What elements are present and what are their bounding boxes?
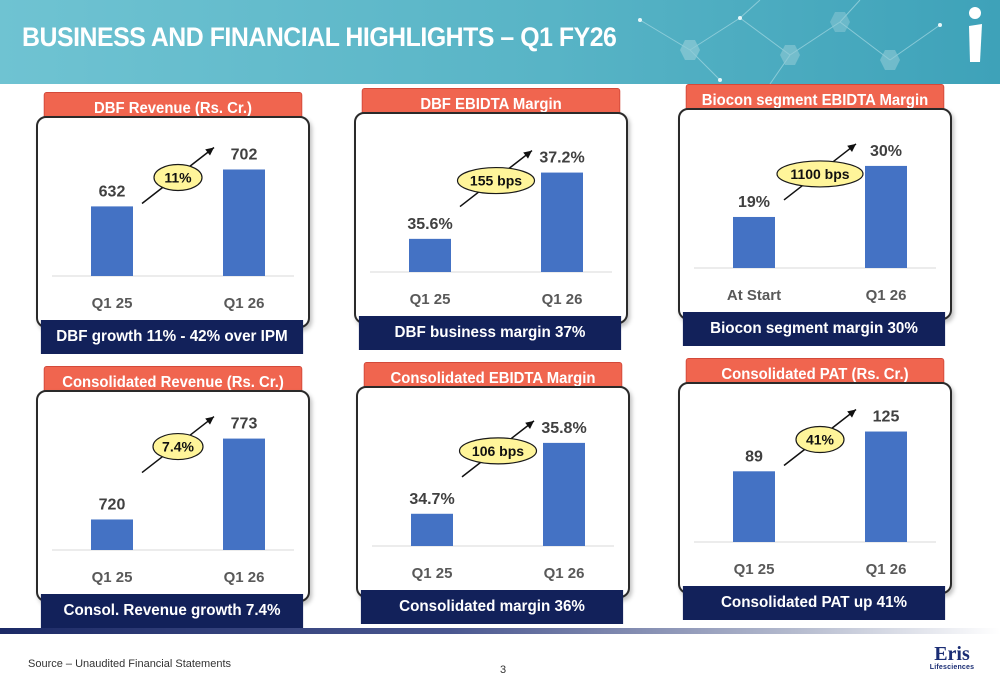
growth-bubble — [776, 160, 864, 188]
panel-summary: Consol. Revenue growth 7.4% — [40, 594, 304, 628]
chart-frame: 632 Q1 25 702 Q1 26 11% — [36, 116, 310, 328]
bar-2 — [865, 165, 907, 268]
panel-dbf-revenue: DBF Revenue (Rs. Cr.) 632 Q1 25 702 Q1 26 11… — [34, 92, 312, 356]
category-label: Q1 25 — [412, 565, 453, 582]
source-note: Source – Unaudited Financial Statements — [28, 658, 232, 670]
category-label: Q1 26 — [544, 565, 585, 582]
panel-consolidated-pat: Consolidated PAT (Rs. Cr.) 89 Q1 25 125 Q1 … — [676, 358, 954, 622]
data-label: 35.8% — [541, 420, 586, 437]
data-label: 89 — [745, 448, 763, 465]
page-title: BUSINESS AND FINANCIAL HIGHLIGHTS – Q1 F… — [22, 22, 617, 52]
bar-1 — [411, 513, 453, 546]
chart-frame: 720 Q1 25 773 Q1 26 7.4% — [36, 390, 310, 602]
bar-1 — [91, 206, 133, 276]
arrow-head-icon — [523, 150, 532, 159]
category-label: Q1 25 — [92, 295, 133, 312]
panel-summary: DBF business margin 37% — [358, 316, 622, 350]
data-label: 773 — [231, 416, 258, 433]
data-label: 30% — [870, 143, 902, 160]
panel-summary: Consolidated margin 36% — [360, 590, 624, 624]
category-label: Q1 26 — [224, 569, 265, 586]
category-label: Q1 25 — [410, 291, 451, 308]
bar-2 — [543, 442, 585, 546]
data-label: 125 — [873, 409, 900, 426]
panel-consolidated-revenue: Consolidated Revenue (Rs. Cr.) 720 Q1 25 7… — [34, 366, 312, 630]
data-label: 37.2% — [539, 150, 584, 167]
brand-name: Eris — [934, 643, 970, 665]
growth-bubble — [456, 166, 536, 195]
bar-1 — [91, 519, 133, 550]
panel-dbf-ebidta-margin: DBF EBIDTA Margin 35.6% Q1 25 37.2% Q1 26 15… — [352, 88, 630, 352]
data-label: 720 — [99, 496, 126, 513]
category-label: Q1 26 — [542, 291, 583, 308]
category-label: At Start — [727, 287, 781, 304]
category-label: Q1 26 — [866, 287, 907, 304]
arrow-head-icon — [205, 147, 214, 156]
data-label: 34.7% — [409, 491, 454, 508]
page-number: 3 — [500, 664, 507, 676]
arrow-head-icon — [847, 143, 856, 152]
bar-chart: 35.6% Q1 25 37.2% Q1 26 155 bps — [370, 150, 612, 308]
header-banner: BUSINESS AND FINANCIAL HIGHLIGHTS – Q1 F… — [0, 0, 1000, 84]
data-label: 632 — [99, 183, 126, 200]
growth-bubble-label: 41% — [806, 432, 835, 448]
bar-1 — [409, 238, 451, 272]
growth-bubble-label: 11% — [164, 169, 192, 185]
growth-bubble — [152, 432, 204, 461]
category-label: Q1 26 — [224, 295, 265, 312]
bar-chart: 19% At Start 30% Q1 26 1100 bps — [694, 143, 936, 304]
panel-biocon-ebidta-margin: Biocon segment EBIDTA Margin 19% At Start… — [676, 84, 954, 348]
arrow-head-icon — [847, 409, 856, 418]
bar-chart: 632 Q1 25 702 Q1 26 11% — [52, 146, 294, 312]
bar-2 — [865, 431, 907, 542]
growth-bubble — [458, 437, 538, 465]
growth-bubble-label: 155 bps — [470, 173, 522, 189]
chart-frame: 34.7% Q1 25 35.8% Q1 26 106 bps — [356, 386, 630, 598]
data-label: 19% — [738, 194, 770, 211]
bar-chart: 720 Q1 25 773 Q1 26 7.4% — [52, 416, 294, 586]
footer-divider — [0, 628, 1000, 634]
growth-bubble — [153, 163, 203, 192]
bar-1 — [733, 471, 775, 542]
bar-1 — [733, 216, 775, 268]
growth-bubble-label: 7.4% — [162, 439, 194, 455]
chart-frame: 35.6% Q1 25 37.2% Q1 26 155 bps — [354, 112, 628, 324]
chart-frame: 19% At Start 30% Q1 26 1100 bps — [678, 108, 952, 320]
bar-2 — [223, 169, 265, 276]
growth-bubble-label: 106 bps — [472, 443, 524, 459]
data-label: 702 — [231, 146, 258, 163]
panel-summary: Biocon segment margin 30% — [682, 312, 946, 346]
arrow-head-icon — [525, 420, 534, 429]
brand-logo: Eris Lifesciences — [924, 644, 980, 671]
bar-chart: 89 Q1 25 125 Q1 26 41% — [694, 409, 936, 578]
bar-chart: 34.7% Q1 25 35.8% Q1 26 106 bps — [372, 420, 614, 582]
category-label: Q1 25 — [734, 561, 775, 578]
network-pattern-decoration — [638, 0, 942, 84]
arrow-head-icon — [205, 416, 214, 425]
category-label: Q1 25 — [92, 569, 133, 586]
panel-summary: Consolidated PAT up 41% — [682, 586, 946, 620]
data-label: 35.6% — [407, 216, 452, 233]
panel-consolidated-ebidta-margin: Consolidated EBIDTA Margin 34.7% Q1 25 35.… — [354, 362, 632, 626]
category-label: Q1 26 — [866, 561, 907, 578]
eris-logo-icon — [969, 7, 982, 62]
chart-frame: 89 Q1 25 125 Q1 26 41% — [678, 382, 952, 594]
growth-bubble-label: 1100 bps — [790, 166, 849, 182]
bar-2 — [223, 438, 265, 550]
growth-bubble — [795, 425, 845, 454]
brand-tagline: Lifesciences — [929, 664, 975, 671]
panel-summary: DBF growth 11% - 42% over IPM — [40, 320, 304, 354]
bar-2 — [541, 172, 583, 272]
